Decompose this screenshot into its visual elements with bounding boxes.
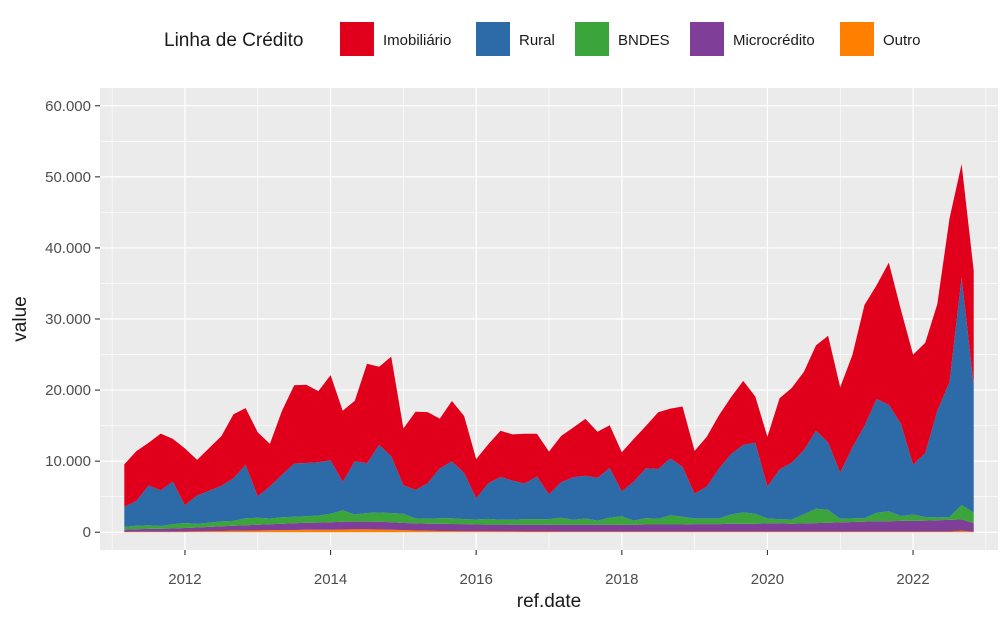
y-tick-label: 60.000 <box>45 98 91 115</box>
legend-key <box>840 22 874 56</box>
legend-title: Linha de Crédito <box>164 30 303 51</box>
x-tick-label: 2016 <box>460 571 493 588</box>
y-tick-label: 10.000 <box>45 453 91 470</box>
area-bndes <box>124 505 974 530</box>
y-axis: 0 10.000 20.000 30.000 40.000 50.000 60.000 <box>45 98 100 541</box>
area-series <box>124 164 974 533</box>
area-imobiliario <box>124 164 974 507</box>
x-axis: 2012 2014 2016 2018 2020 2022 <box>168 550 930 588</box>
x-tick-label: 2018 <box>605 571 638 588</box>
y-tick-label: 20.000 <box>45 382 91 399</box>
legend: Linha de Crédito Imobiliário Rural BNDES Mi… <box>164 22 921 56</box>
y-axis-title: value <box>10 296 31 341</box>
x-tick-label: 2012 <box>168 571 201 588</box>
x-tick-label: 2022 <box>896 571 929 588</box>
legend-key <box>690 22 724 56</box>
legend-label: Imobiliário <box>383 32 451 49</box>
legend-label: Outro <box>883 32 921 49</box>
x-tick-label: 2014 <box>314 571 347 588</box>
legend-label: Rural <box>519 32 555 49</box>
y-tick-label: 30.000 <box>45 311 91 328</box>
legend-label: BNDES <box>618 32 670 49</box>
y-tick-label: 50.000 <box>45 169 91 186</box>
area-outro <box>124 529 974 533</box>
legend-label: Microcrédito <box>733 32 815 49</box>
area-rural <box>124 277 974 527</box>
legend-key <box>575 22 609 56</box>
legend-items: Imobiliário Rural BNDES Microcrédito Outro <box>340 22 921 56</box>
area-microcredito <box>124 519 974 532</box>
x-axis-title: ref.date <box>517 591 581 612</box>
x-tick-label: 2020 <box>751 571 784 588</box>
legend-key <box>476 22 510 56</box>
y-tick-label: 40.000 <box>45 240 91 257</box>
y-tick-label: 0 <box>83 524 91 541</box>
legend-key <box>340 22 374 56</box>
